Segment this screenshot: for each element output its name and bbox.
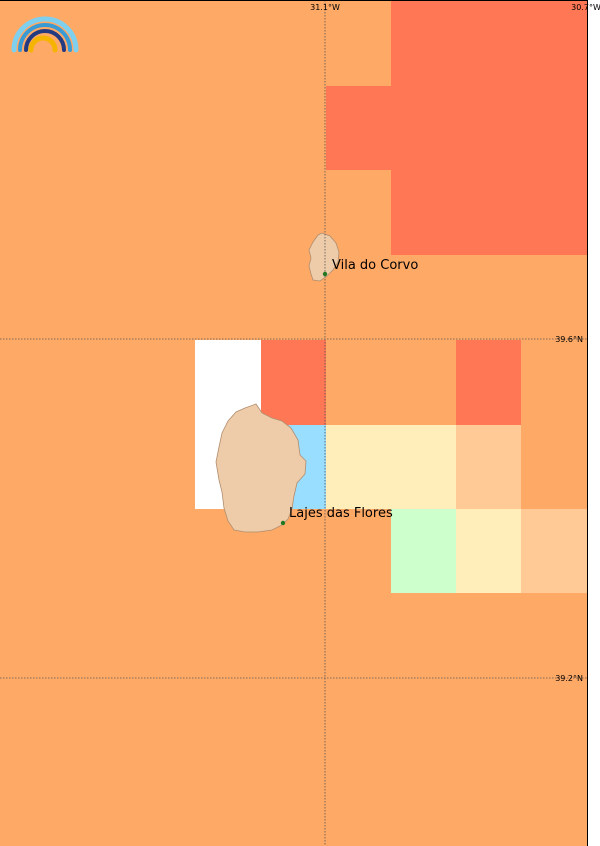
grid-cell xyxy=(391,509,456,593)
graticule xyxy=(0,0,587,846)
town-label-lajes-das-flores: Lajes das Flores xyxy=(289,506,393,521)
grid-cell xyxy=(391,170,587,255)
grid-cell xyxy=(261,340,326,425)
grid-cell xyxy=(326,425,456,509)
rainbow-logo-icon xyxy=(11,16,79,53)
latitude-label: 39.6°N xyxy=(555,335,583,344)
corvo-island xyxy=(308,232,340,282)
longitude-label: 31.1°W xyxy=(310,3,340,12)
grid-cell xyxy=(456,509,521,593)
grid-cell xyxy=(521,509,587,593)
longitude-label: 30.7°W xyxy=(571,3,600,12)
flores-island xyxy=(215,403,307,533)
grid-cell xyxy=(456,340,521,425)
grid-cell xyxy=(456,425,521,509)
town-marker-vila-do-corvo[interactable] xyxy=(322,271,328,277)
grid-cell xyxy=(326,86,587,170)
town-label-vila-do-corvo: Vila do Corvo xyxy=(332,258,418,273)
latitude-label: 39.2°N xyxy=(555,674,583,683)
grid-cell xyxy=(391,0,587,86)
town-marker-lajes-das-flores[interactable] xyxy=(280,520,286,526)
